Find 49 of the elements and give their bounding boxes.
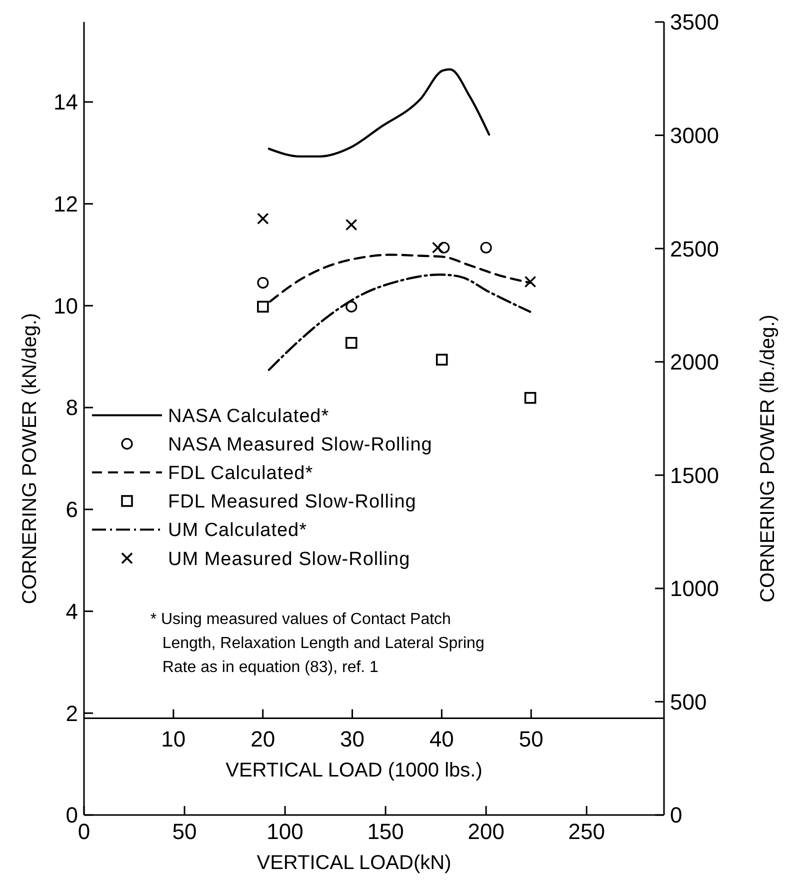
x-tick-label: 50 xyxy=(172,819,197,844)
y2-tick-label: 500 xyxy=(670,689,707,714)
legend-label: UM Measured Slow-Rolling xyxy=(168,548,410,570)
point xyxy=(257,300,269,313)
point xyxy=(524,276,536,288)
legend-label: UM Calculated* xyxy=(168,520,308,542)
line-series xyxy=(268,68,490,158)
y-tick-label: 8 xyxy=(66,395,78,420)
point xyxy=(345,218,358,231)
y-tick-label: 14 xyxy=(54,90,78,115)
legend-label: NASA Measured Slow-Rolling xyxy=(168,434,432,456)
legend-label: FDL Calculated* xyxy=(168,463,314,484)
x2-tick-label: 50 xyxy=(518,726,544,752)
point xyxy=(480,242,492,254)
x-tick-label: 250 xyxy=(568,819,605,844)
y2-tick-label: 2000 xyxy=(670,350,719,375)
legend-label: FDL Measured Slow-Rolling xyxy=(168,492,416,513)
y2-tick-label: 1000 xyxy=(670,576,719,602)
y-tick-label: 6 xyxy=(66,497,78,522)
y-axis-title: CORNERING POWER (kN/deg.) xyxy=(19,312,41,604)
annotation: * Using measured values of Contact Patch Length, Relaxation Length and Lateral Spring Rate as in equation (83), ref. 1 xyxy=(150,611,484,676)
y2-tick-label: 3000 xyxy=(670,122,719,148)
y2-tick-label: 0 xyxy=(670,802,682,828)
x-tick-label: 150 xyxy=(367,819,404,844)
point xyxy=(524,392,536,404)
point xyxy=(257,276,269,289)
x2-tick-label: 10 xyxy=(161,726,186,752)
x2-tick-label: 20 xyxy=(250,726,276,752)
x2-axis-title: VERTICAL LOAD (1000 lbs.) xyxy=(226,759,482,782)
x2-tick-label: 30 xyxy=(340,726,365,752)
y-tick-label: 12 xyxy=(54,192,78,217)
y2-tick-label: 1500 xyxy=(670,462,719,488)
x-tick-label: 200 xyxy=(468,819,504,844)
y2-tick-label: 2500 xyxy=(670,236,719,262)
point xyxy=(346,300,358,313)
legend-label: NASA Calculated* xyxy=(168,406,330,427)
y-tick-label: 10 xyxy=(54,293,78,318)
y2-tick-label: 3500 xyxy=(670,10,719,35)
y2-axis-title: CORNERING POWER (lb./deg.) xyxy=(757,314,779,602)
y-tick-label: 4 xyxy=(66,598,78,624)
x-tick-label: 100 xyxy=(266,819,304,844)
x-axis-title: VERTICAL LOAD(kN) xyxy=(256,852,452,874)
point xyxy=(257,212,269,224)
line-series xyxy=(268,274,532,371)
point xyxy=(436,354,448,366)
point xyxy=(345,336,358,349)
y-tick-label: 2 xyxy=(66,700,78,726)
y-tick-label: 0 xyxy=(66,802,78,828)
x2-tick-label: 40 xyxy=(429,726,454,752)
